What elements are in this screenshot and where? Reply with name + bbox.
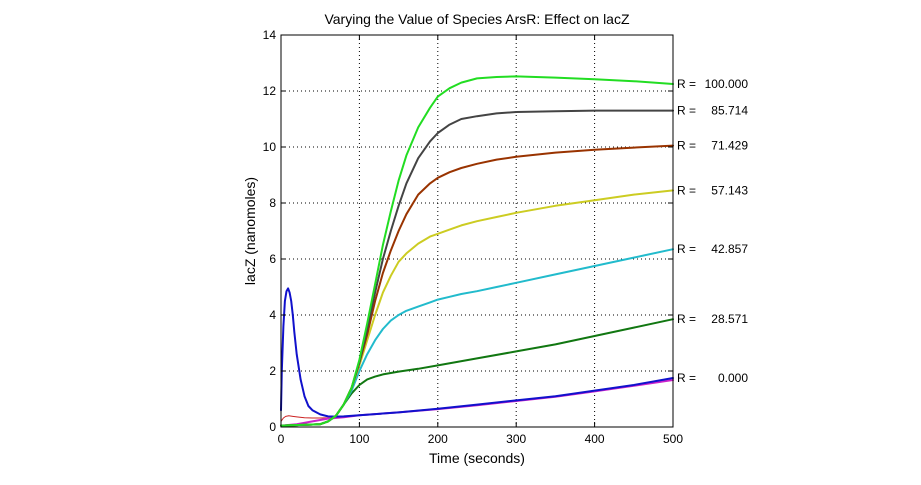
plot-frame: [280, 34, 674, 428]
y-tick-label: 10: [263, 140, 277, 154]
series-label-value: 28.571: [711, 312, 748, 326]
series-label-value: 100.000: [705, 77, 749, 91]
series-label-prefix: R =: [677, 242, 696, 256]
y-tick-label: 12: [263, 84, 277, 98]
chart-title: Varying the Value of Species ArsR: Effec…: [324, 11, 629, 27]
x-tick-label: 300: [506, 432, 526, 446]
ticks: 0 100 200 300 400 500 0 2 4 6 8 10 12 14: [263, 28, 684, 446]
x-tick-label: 100: [349, 432, 369, 446]
y-tick-label: 6: [269, 252, 276, 266]
x-axis-label: Time (seconds): [429, 450, 525, 466]
series-label-prefix: R =: [677, 139, 696, 153]
grid: [281, 35, 673, 427]
series-label-prefix: R =: [677, 312, 696, 326]
y-tick-label: 14: [263, 28, 277, 42]
series-labels: R = 100.000 R = 85.714 R = 71.429 R = 57.143 R =…: [677, 77, 748, 385]
series-line-0-000: [280, 287, 674, 418]
x-tick-label: 500: [663, 432, 683, 446]
series-label-prefix: R =: [677, 77, 696, 91]
y-tick-label: 4: [269, 308, 276, 322]
series-label-prefix: R =: [677, 104, 696, 118]
series-label-value: 0.000: [718, 371, 748, 385]
series-label-value: 57.143: [711, 183, 748, 197]
series-line-100-000: [280, 75, 674, 427]
y-tick-label: 2: [269, 364, 276, 378]
series-label-prefix: R =: [677, 371, 696, 385]
x-tick-label: 0: [278, 432, 285, 446]
series-label-value: 42.857: [711, 242, 748, 256]
plot-area: [281, 35, 673, 427]
series-line-red: [280, 415, 337, 422]
y-tick-label: 0: [269, 420, 276, 434]
y-axis-label: lacZ (nanomoles): [242, 177, 258, 285]
series-group: [280, 75, 674, 427]
x-tick-label: 200: [428, 432, 448, 446]
y-tick-label: 8: [269, 196, 276, 210]
series-label-prefix: R =: [677, 183, 696, 197]
series-label-value: 71.429: [711, 139, 748, 153]
series-label-value: 85.714: [711, 104, 748, 118]
x-tick-label: 400: [585, 432, 605, 446]
